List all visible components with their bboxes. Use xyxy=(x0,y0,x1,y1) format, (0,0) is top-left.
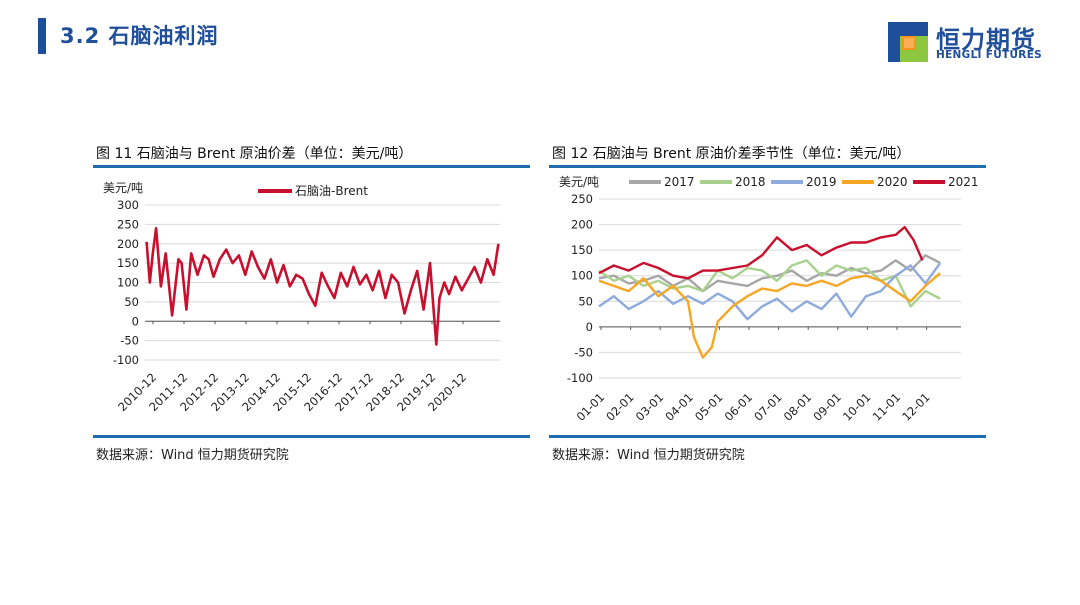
figure-12-title: 图 12 石脑油与 Brent 原油价差季节性（单位：美元/吨） xyxy=(552,146,911,162)
y-tick-label: 250 xyxy=(117,217,139,231)
x-tick-label: 12-01 xyxy=(899,390,933,424)
legend-label: 2018 xyxy=(735,175,766,189)
y-tick-label: -100 xyxy=(567,371,593,385)
figure-12-source: 数据来源：Wind 恒力期货研究院 xyxy=(552,448,745,463)
y-tick-label: -100 xyxy=(113,353,139,367)
figure-12-top-rule xyxy=(549,165,986,168)
x-tick-label: 07-01 xyxy=(751,390,785,424)
y-tick-label: 150 xyxy=(571,243,593,257)
logo-subtitle: HENGLI FUTURES xyxy=(936,49,1043,61)
page-title: 3.2 石脑油利润 xyxy=(60,24,219,48)
legend-label: 石脑油-Brent xyxy=(295,184,368,198)
x-tick-label: 01-01 xyxy=(574,390,608,424)
figure-11-source: 数据来源：Wind 恒力期货研究院 xyxy=(96,448,289,463)
y-tick-label: 50 xyxy=(578,294,593,308)
x-tick-label: 10-01 xyxy=(840,390,874,424)
y-axis-unit-label: 美元/吨 xyxy=(103,181,143,195)
y-tick-label: 100 xyxy=(117,276,139,290)
figure-11-top-rule xyxy=(93,165,530,168)
x-tick-label: 05-01 xyxy=(692,390,726,424)
x-tick-label: 02-01 xyxy=(603,390,637,424)
y-tick-label: -50 xyxy=(574,345,593,359)
x-tick-label: 09-01 xyxy=(810,390,844,424)
y-tick-label: 0 xyxy=(132,314,139,328)
legend-label: 2020 xyxy=(877,175,908,189)
y-axis-unit-label: 美元/吨 xyxy=(559,175,599,189)
series-line-2021 xyxy=(598,225,924,280)
y-tick-label: 50 xyxy=(124,295,139,309)
series-line-2019 xyxy=(598,262,942,321)
y-tick-label: 300 xyxy=(117,198,139,212)
series-line-2018 xyxy=(598,259,941,308)
series-line-2020 xyxy=(598,272,941,359)
x-tick-label: 06-01 xyxy=(722,390,756,424)
y-tick-label: -50 xyxy=(120,334,139,348)
series-line-石脑油-Brent xyxy=(145,226,500,346)
logo-mark-icon xyxy=(888,22,928,62)
y-tick-label: 250 xyxy=(571,192,593,206)
x-tick-label: 04-01 xyxy=(662,390,696,424)
y-tick-label: 150 xyxy=(117,256,139,270)
title-accent-bar xyxy=(38,18,46,54)
y-tick-label: 100 xyxy=(571,269,593,283)
y-tick-label: 200 xyxy=(571,218,593,232)
legend-label: 2019 xyxy=(806,175,837,189)
figure-12-bottom-rule xyxy=(549,435,986,438)
legend-label: 2017 xyxy=(664,175,695,189)
seasonal-spread-chart: 美元/吨 -100 -50 0 50 100 150 200 250 01-0102-0103-0… xyxy=(559,175,979,424)
company-logo: 恒力期货 HENGLI FUTURES xyxy=(888,20,1068,64)
x-tick-label: 11-01 xyxy=(870,390,904,424)
y-tick-label: 0 xyxy=(586,320,593,334)
logo-name: 恒力期货 xyxy=(936,26,1036,54)
figure-11-bottom-rule xyxy=(93,435,530,438)
legend-label: 2021 xyxy=(948,175,979,189)
x-tick-label: 03-01 xyxy=(633,390,667,424)
figure-11-title: 图 11 石脑油与 Brent 原油价差（单位：美元/吨） xyxy=(96,146,413,162)
naphtha-brent-spread-chart: 美元/吨-100-500501001502002503002010-122011… xyxy=(103,181,500,414)
y-tick-label: 200 xyxy=(117,237,139,251)
x-tick-label: 08-01 xyxy=(781,390,815,424)
